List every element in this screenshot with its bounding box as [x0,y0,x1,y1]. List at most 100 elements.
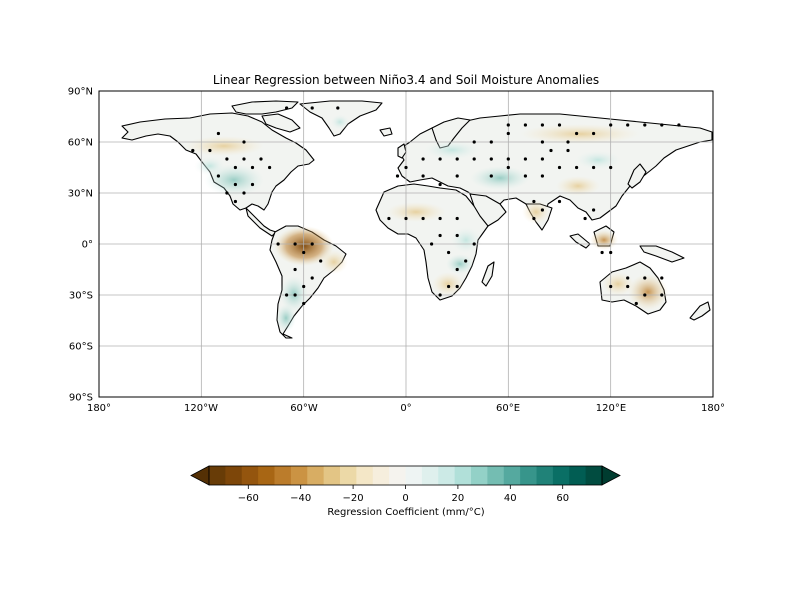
significance-dot [592,131,596,136]
anomaly-australia [628,274,668,310]
colorbar-cell [340,466,357,485]
lat-tick-label: 60°N [68,138,93,149]
anomaly-e-africa [450,226,482,254]
significance-dot [302,284,306,289]
significance-dot [285,106,289,110]
significance-dot [302,301,306,306]
significance-dot [566,148,570,153]
colorbar-cell [225,466,243,485]
colorbar-cell [290,466,308,485]
land-baffin [261,113,301,133]
colorbar-cell [258,466,275,485]
colorbar-cell [421,466,439,485]
significance-dot [250,165,255,170]
colorbar-cell [241,466,259,485]
significance-dot [506,165,510,170]
significance-dot [506,157,510,161]
lat-tick-label: 30°N [68,189,93,200]
significance-stippling [191,106,681,306]
map-frame [98,90,714,398]
colorbar-cells [209,466,603,485]
significance-dot [208,148,212,153]
significance-dot [216,174,220,178]
significance-dot [660,123,664,127]
anomaly-s-africa [432,272,464,296]
colorbar-tick-label: −40 [290,493,311,504]
lat-tick-labels: 90°N 60°N 30°N 0° 30°S 60°S 90°S [68,87,93,404]
anomaly-europe [422,140,482,160]
significance-dot [626,284,630,289]
lat-tick-label: 30°S [69,291,93,302]
significance-dot [532,199,536,204]
significance-dot [233,165,237,170]
significance-dot [643,276,647,280]
significance-dot [532,216,536,221]
significance-dot [293,293,297,297]
significance-dot [506,131,510,136]
colorbar-tick-label: −60 [238,493,259,504]
chart-title: Linear Regression between Niño3.4 and So… [213,73,599,87]
colorbar-cell [372,466,390,485]
anomaly-central-asia [470,166,530,190]
lat-tick-label: 90°N [68,87,93,98]
colorbar-cell [209,466,226,485]
anomaly-canada [184,136,264,156]
significance-dot [634,301,638,306]
land-new-zealand [689,301,711,321]
colorbar-cell [438,466,456,485]
colorbar-extend-min [190,465,210,486]
anomaly-shading [184,114,668,332]
significance-dot [438,293,442,297]
significance-dot [455,267,459,272]
significance-dot [455,284,459,289]
significance-dot [438,182,442,187]
significance-dot [302,250,306,255]
colorbar-cell [274,466,292,485]
significance-dot [489,157,493,161]
significance-dot [583,216,587,221]
land-new-guinea [639,245,685,263]
significance-dot [421,216,425,221]
significance-dot [438,233,442,238]
significance-dot [472,140,476,144]
colorbar-cell [536,466,554,485]
lat-tick-label: 60°S [69,342,93,353]
significance-dot [268,165,272,170]
significance-dot [216,131,220,136]
land-sumatra [569,233,591,249]
significance-dot [438,157,442,161]
colorbar-tick-label: 20 [452,493,465,504]
significance-dot [233,199,237,204]
significance-dot [523,157,528,161]
anomaly-ne-brazil [320,250,348,274]
anomaly-us-west [194,156,226,176]
colorbar-label: Regression Coefficient (mm/°C) [327,507,484,518]
significance-dot [421,157,425,161]
colorbar-ticks: −60 −40 −20 0 20 40 60 [238,485,569,504]
anomaly-siberia [520,124,640,144]
lat-tick-label: 90°S [69,393,93,404]
significance-dot [592,208,596,212]
colorbar-cell [487,466,505,485]
significance-dot [310,242,314,246]
significance-dot [609,284,613,289]
lat-tick-label: 0° [82,240,93,251]
significance-dot [609,250,613,255]
significance-dot [472,242,476,246]
significance-dot [455,216,459,221]
significance-dot [276,242,280,246]
significance-dot [540,157,545,161]
significance-dot [319,259,323,263]
significance-dot [225,157,229,161]
colorbar-tick-label: 40 [504,493,517,504]
lon-tick-label: 180° [87,403,111,414]
colorbar-cell [405,466,423,485]
map-area [99,91,713,397]
significance-dot [660,293,664,297]
land-britain [397,143,407,159]
colorbar: −60 −40 −20 0 20 40 60 Regression Coefficient … [190,465,621,518]
significance-dot [600,250,604,255]
significance-dot [259,157,263,161]
significance-dot [225,191,229,195]
colorbar-cell [389,466,406,485]
